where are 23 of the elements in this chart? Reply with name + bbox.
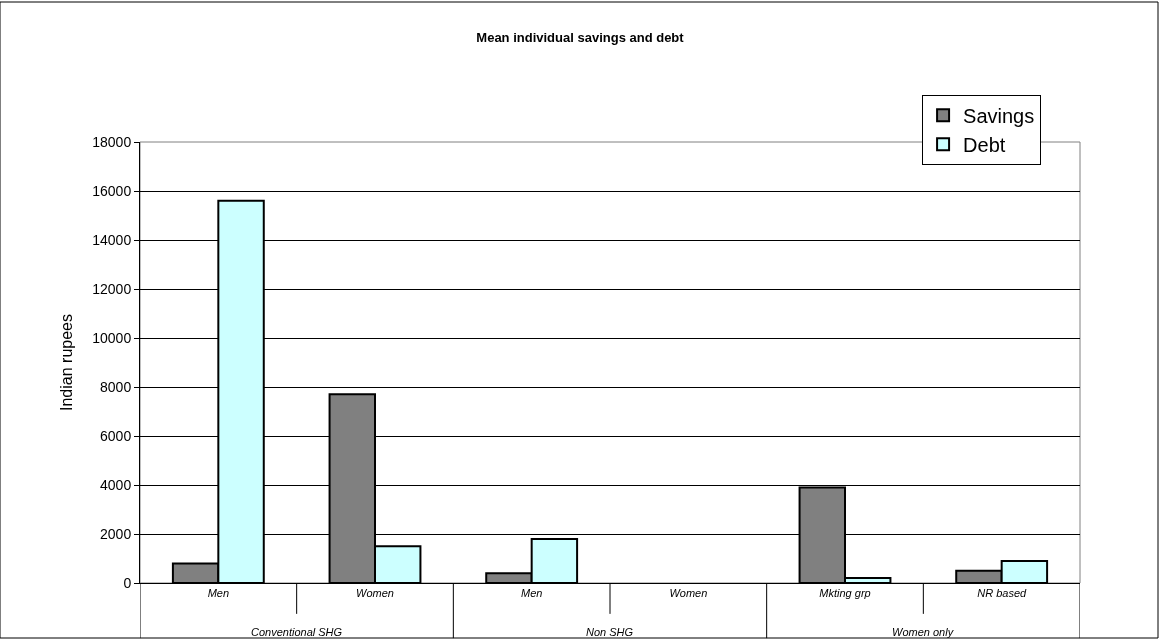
y-axis-title: Indian rupees xyxy=(58,314,76,411)
x-tick-label: Women xyxy=(356,587,394,600)
x-tick-label: NR based xyxy=(977,587,1028,600)
y-tick-label: 12000 xyxy=(92,280,132,297)
text: Non SHG xyxy=(586,626,634,638)
x-tick-label: Mkting grp xyxy=(819,587,871,600)
y-tick-label: 14000 xyxy=(92,231,132,248)
chart-title: Mean individual savings and debt xyxy=(476,29,685,45)
y-tick-label: 6000 xyxy=(100,427,132,444)
text: Conventional SHG xyxy=(251,626,343,638)
legend-label: Savings xyxy=(963,105,1035,128)
y-tick-label: 2000 xyxy=(100,525,132,542)
y-tick-label: 10000 xyxy=(92,329,132,346)
y-tick-label: 18000 xyxy=(92,133,132,150)
x-tick-label: Women xyxy=(669,587,708,600)
y-tick-label: 0 xyxy=(123,574,132,591)
x-tick-label: Men xyxy=(520,587,543,600)
y-tick-label: 16000 xyxy=(92,182,132,199)
x-tick-label: Men xyxy=(207,587,230,600)
legend-label: Debt xyxy=(963,134,1006,157)
y-tick-label: 8000 xyxy=(100,378,132,395)
text: Women only xyxy=(892,626,955,638)
y-tick-label: 4000 xyxy=(100,476,132,493)
